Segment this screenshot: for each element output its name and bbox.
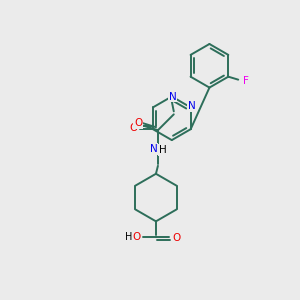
Text: F: F <box>243 76 249 85</box>
Text: O: O <box>134 118 142 128</box>
Text: O: O <box>172 233 181 243</box>
Text: N: N <box>169 92 177 101</box>
Text: O: O <box>132 232 140 242</box>
Text: O: O <box>129 123 137 133</box>
Text: H: H <box>124 232 132 242</box>
Text: H: H <box>159 145 167 155</box>
Text: N: N <box>150 144 158 154</box>
Text: N: N <box>188 101 196 111</box>
